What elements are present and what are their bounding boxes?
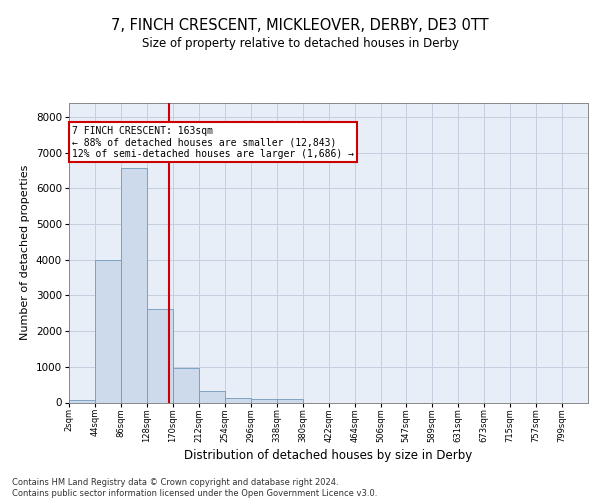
Text: 7 FINCH CRESCENT: 163sqm
← 88% of detached houses are smaller (12,843)
12% of se: 7 FINCH CRESCENT: 163sqm ← 88% of detach… — [72, 126, 354, 159]
Bar — [147, 309, 173, 402]
Text: Contains HM Land Registry data © Crown copyright and database right 2024.
Contai: Contains HM Land Registry data © Crown c… — [12, 478, 377, 498]
Bar — [121, 168, 147, 402]
Bar — [69, 400, 95, 402]
Text: Size of property relative to detached houses in Derby: Size of property relative to detached ho… — [142, 38, 458, 51]
Y-axis label: Number of detached properties: Number of detached properties — [20, 165, 31, 340]
Text: 7, FINCH CRESCENT, MICKLEOVER, DERBY, DE3 0TT: 7, FINCH CRESCENT, MICKLEOVER, DERBY, DE… — [111, 18, 489, 32]
Bar — [173, 368, 199, 402]
Bar — [225, 398, 251, 402]
Bar — [95, 260, 121, 402]
Bar — [277, 400, 303, 402]
X-axis label: Distribution of detached houses by size in Derby: Distribution of detached houses by size … — [184, 449, 473, 462]
Bar — [251, 398, 277, 402]
Bar — [199, 392, 225, 402]
